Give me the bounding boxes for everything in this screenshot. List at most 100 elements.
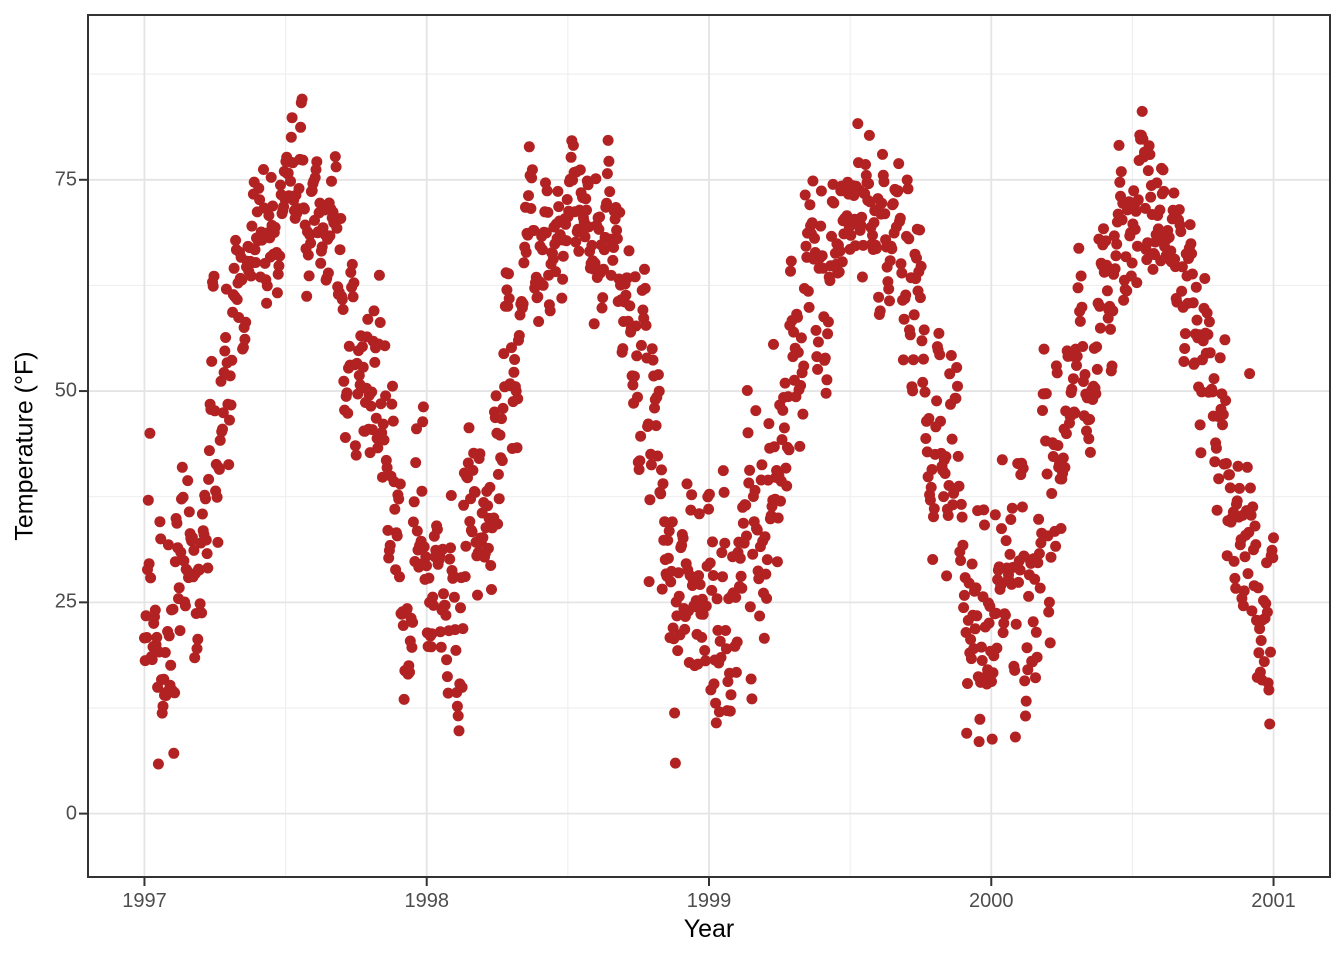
data-point [453,725,465,737]
data-point [944,368,956,380]
data-point [230,234,242,246]
data-point [716,547,728,559]
data-point [799,189,811,201]
data-point [175,546,187,558]
data-point [552,185,564,197]
data-point [179,600,191,612]
data-point [928,511,939,523]
data-point [240,316,252,328]
data-point [193,564,205,576]
data-point [145,572,157,584]
data-point [154,516,166,528]
data-point [785,255,797,267]
y-tick-label: 50 [54,379,77,402]
data-point [1073,242,1085,254]
data-point [365,400,377,412]
data-point [472,589,483,601]
data-point [1250,539,1262,551]
data-point [1178,356,1190,367]
data-point [167,603,179,615]
data-point [935,415,946,427]
data-point [174,625,186,637]
data-point [639,263,650,275]
data-point [845,229,857,241]
data-point [196,607,208,619]
data-point [426,628,438,640]
data-point [952,450,964,462]
data-point [250,257,262,268]
data-point [707,570,719,581]
data-point [146,654,158,666]
data-point [635,339,647,351]
data-point [742,427,754,439]
data-point [155,533,167,545]
data-point [330,161,342,173]
data-point [1052,440,1064,451]
data-point [1151,177,1163,189]
data-point [1261,606,1273,618]
data-point [768,441,780,453]
data-point [1217,409,1229,420]
data-point [863,178,875,190]
data-point [857,239,869,251]
data-point [1157,164,1169,176]
data-point [815,220,827,232]
data-point [986,676,997,687]
data-point [346,258,358,270]
data-point [173,582,185,594]
data-point [590,173,602,185]
data-point [708,678,720,690]
data-point [372,442,384,454]
data-point [991,642,1003,654]
data-point [824,275,836,287]
data-point [1202,329,1214,340]
data-point [743,477,755,489]
data-point [497,402,509,414]
data-point [1241,461,1253,473]
data-point [163,630,175,642]
data-point [703,503,715,515]
data-point [1255,635,1267,646]
data-point [957,539,969,551]
data-point [211,491,223,503]
data-point [746,693,758,705]
data-point [662,534,674,546]
data-point [513,330,525,341]
data-point [974,713,986,725]
data-point [1038,343,1050,355]
data-point [533,316,545,327]
data-point [387,415,399,427]
data-point [1128,185,1140,197]
data-point [694,579,706,590]
data-point [718,486,730,498]
data-point [997,627,1009,639]
data-point [855,219,867,231]
data-point [455,602,466,614]
data-point [1224,469,1235,481]
data-point [965,634,977,645]
data-point [485,560,497,571]
data-point [879,208,891,220]
data-point [441,654,453,666]
data-point [693,508,705,520]
data-point [677,532,689,544]
data-point [484,481,496,493]
data-point [761,554,773,566]
data-point [730,591,742,603]
data-point [741,530,752,542]
data-point [624,300,636,312]
data-point [938,491,950,503]
data-point [1254,623,1266,635]
data-point [140,610,152,622]
data-point [807,175,819,187]
data-point [407,616,419,628]
data-point [249,244,261,256]
data-point [1075,270,1087,282]
data-point [486,584,497,595]
data-point [391,530,403,542]
data-point [1033,513,1045,525]
data-point [897,354,909,366]
data-point [953,480,965,492]
data-point [1010,618,1022,630]
data-point [1234,482,1245,494]
